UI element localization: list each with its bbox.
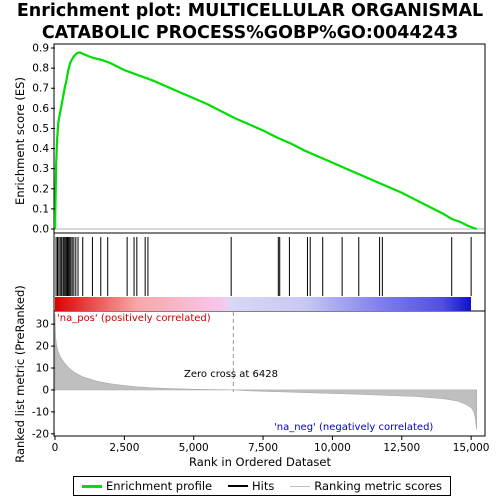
positive-correlation-label: 'na_pos' (positively correlated) (57, 313, 211, 324)
rank-color-bar (55, 297, 471, 311)
es-y-tick-label: 0.1 (32, 203, 49, 215)
es-y-tick-label: 0.7 (32, 83, 49, 95)
metric-y-axis-label: Ranked list metric (PreRanked) (13, 285, 27, 463)
enrichment-profile-line (53, 51, 478, 231)
x-tick-label: 5,000 (179, 442, 209, 454)
legend: Enrichment profile Hits Ranking metric s… (73, 476, 451, 496)
es-y-tick-label: 0.6 (32, 103, 49, 115)
legend-item-enrichment: Enrichment profile (81, 479, 213, 493)
metric-y-tick-label: 0 (42, 384, 49, 396)
legend-item-hits: Hits (228, 479, 274, 493)
metric-y-tick-label: 30 (36, 319, 49, 331)
legend-swatch-hits (228, 485, 249, 487)
x-tick-label: 7,500 (248, 442, 278, 454)
es-y-tick-label: 0.3 (32, 163, 49, 175)
es-y-tick-label: 0.2 (32, 183, 49, 195)
es-y-tick-label: 0.9 (32, 43, 49, 55)
x-axis-label: Rank in Ordered Dataset (189, 455, 332, 469)
ranking-metric-area (54, 313, 477, 430)
metric-y-tick-label: -10 (32, 406, 49, 418)
x-tick-label: 2,500 (109, 442, 139, 454)
x-tick-label: 10,000 (314, 442, 351, 454)
es-plot-layer (53, 51, 485, 231)
es-y-tick-label: 0.0 (32, 223, 49, 235)
es-y-tick-label: 0.8 (32, 63, 49, 75)
es-y-tick-label: 0.4 (32, 143, 49, 155)
metric-y-tick-label: 10 (36, 363, 49, 375)
legend-label-metric: Ranking metric scores (314, 479, 443, 493)
hits-layer (55, 237, 472, 296)
x-tick-label: 0 (52, 442, 59, 454)
legend-item-metric: Ranking metric scores (290, 479, 442, 493)
x-tick-label: 15,000 (453, 442, 490, 454)
title-line-1: Enrichment plot: MULTICELLULAR ORGANISMA… (16, 1, 484, 21)
metric-y-tick-label: 20 (36, 341, 49, 353)
metric-plot-layer (54, 312, 477, 430)
es-panel-frame (53, 43, 486, 234)
chart-title: Enrichment plot: MULTICELLULAR ORGANISMA… (0, 0, 500, 44)
negative-correlation-label: 'na_neg' (negatively correlated) (274, 422, 433, 433)
metric-y-tick-label: -20 (32, 428, 49, 440)
legend-label-enrichment: Enrichment profile (105, 479, 213, 493)
legend-swatch-metric (290, 485, 311, 487)
axes-layer: 0.0 0.1 0.2 0.3 0.4 0.5 0.6 0.7 0.8 0.9 30 20 10 0 -10… (32, 43, 490, 454)
title-line-2: CATABOLIC PROCESS%GOBP%GO:0044243 (41, 23, 459, 43)
es-y-axis-label: Enrichment score (ES) (13, 77, 27, 205)
legend-label-hits: Hits (252, 479, 275, 493)
x-tick-label: 12,500 (383, 442, 420, 454)
es-y-tick-label: 0.5 (32, 123, 49, 135)
zero-cross-label: Zero cross at 6428 (184, 369, 278, 380)
legend-swatch-enrichment (81, 484, 102, 488)
